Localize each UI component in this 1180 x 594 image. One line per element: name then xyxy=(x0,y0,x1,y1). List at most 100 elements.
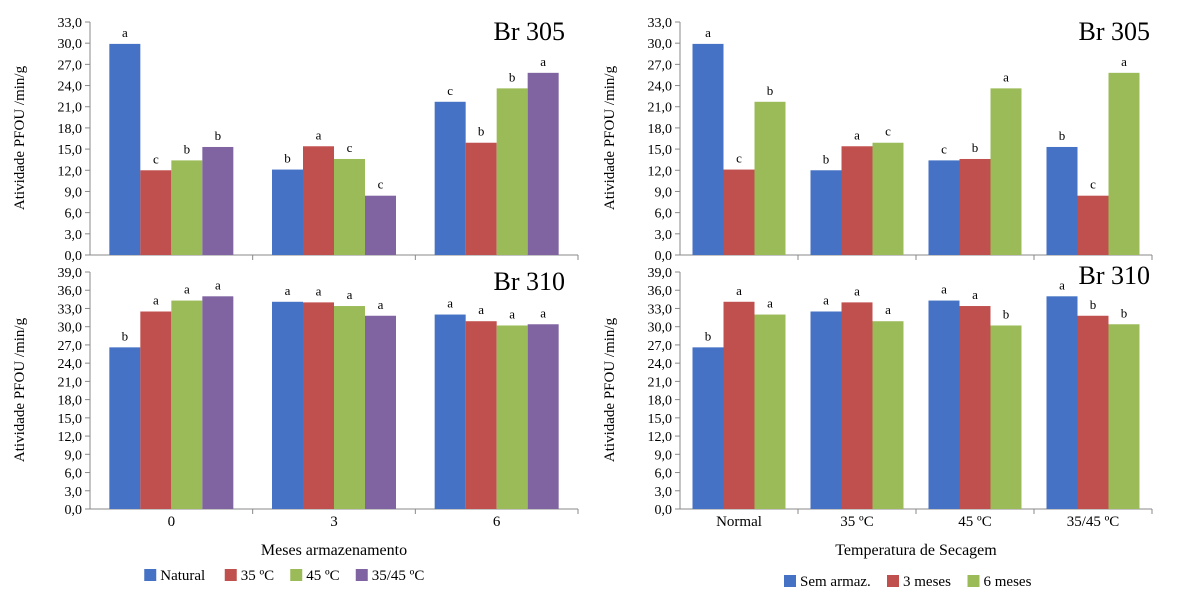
bar xyxy=(1108,72,1140,255)
legend-swatch xyxy=(967,575,980,587)
bar-data-label: c xyxy=(378,177,384,192)
bar xyxy=(990,325,1022,509)
bar xyxy=(303,146,334,255)
bar-data-label: a xyxy=(122,25,128,40)
bar-data-label: a xyxy=(478,302,484,317)
y-tick-label: 30,0 xyxy=(58,37,83,52)
bar-data-label: b xyxy=(478,124,485,139)
y-axis-label: Atividade PFOU /min/g xyxy=(12,65,28,210)
bar xyxy=(692,43,724,255)
bar xyxy=(202,296,234,509)
y-tick-label: 30,0 xyxy=(648,37,673,52)
panel-title: Br 305 xyxy=(1079,17,1151,46)
bar-data-label: c xyxy=(1090,177,1096,192)
y-tick-label: 30,0 xyxy=(648,321,673,336)
y-tick-label: 6,0 xyxy=(655,207,673,222)
bar-data-label: a xyxy=(509,306,515,321)
bar-data-label: b xyxy=(284,151,291,166)
y-tick-label: 27,0 xyxy=(648,339,673,354)
bar xyxy=(527,72,559,255)
bar xyxy=(959,306,991,509)
bar-data-label: a xyxy=(153,293,159,308)
x-tick-label: Normal xyxy=(716,514,762,530)
y-tick-label: 3,0 xyxy=(65,228,83,243)
bar xyxy=(496,325,528,509)
bar xyxy=(1046,296,1078,509)
y-tick-label: 24,0 xyxy=(648,357,673,372)
y-tick-label: 3,0 xyxy=(655,228,673,243)
y-tick-label: 15,0 xyxy=(58,143,83,158)
y-tick-label: 30,0 xyxy=(58,321,83,336)
bar xyxy=(928,300,960,509)
bar-data-label: a xyxy=(316,127,322,142)
bar-data-label: a xyxy=(1059,277,1065,292)
y-tick-label: 12,0 xyxy=(58,164,83,179)
bar xyxy=(1108,324,1140,509)
bar xyxy=(140,311,172,509)
bar-data-label: a xyxy=(1121,54,1127,69)
bar-data-label: a xyxy=(736,283,742,298)
bar-data-label: b xyxy=(972,140,979,155)
y-tick-label: 21,0 xyxy=(58,375,83,390)
bar xyxy=(434,101,466,255)
y-tick-label: 18,0 xyxy=(58,394,83,409)
bar xyxy=(692,347,724,509)
y-tick-label: 9,0 xyxy=(65,185,83,200)
bar xyxy=(527,324,559,509)
y-tick-label: 12,0 xyxy=(58,430,83,445)
bar-data-label: c xyxy=(885,124,891,139)
bar-data-label: a xyxy=(854,283,860,298)
bar xyxy=(171,160,203,255)
bar xyxy=(202,146,234,255)
y-tick-label: 12,0 xyxy=(648,164,673,179)
bar xyxy=(171,300,203,509)
y-tick-label: 24,0 xyxy=(648,80,673,95)
bar xyxy=(872,321,904,509)
y-tick-label: 15,0 xyxy=(58,412,83,427)
bar xyxy=(1046,146,1078,255)
bar-data-label: a xyxy=(1003,69,1009,84)
x-tick-label: 0 xyxy=(168,514,176,530)
legend-label: Natural xyxy=(160,568,205,584)
y-tick-label: 21,0 xyxy=(648,101,673,116)
legend-label: Sem armaz. xyxy=(800,574,871,590)
bar xyxy=(1077,315,1109,509)
bar xyxy=(465,321,497,509)
legend-label: 6 meses xyxy=(984,574,1032,590)
bar xyxy=(841,302,873,509)
y-tick-label: 3,0 xyxy=(65,485,83,500)
bar-data-label: a xyxy=(378,297,384,312)
bar-data-label: b xyxy=(509,69,516,84)
legend-label: 45 ºC xyxy=(306,568,339,584)
legend-swatch xyxy=(144,569,157,581)
bar-data-label: b xyxy=(122,328,129,343)
bar-data-label: a xyxy=(347,287,353,302)
bar xyxy=(959,158,991,255)
x-tick-label: 6 xyxy=(493,514,501,530)
legend-swatch xyxy=(355,569,368,581)
bar-data-label: c xyxy=(736,151,742,166)
bar xyxy=(272,301,303,509)
bar xyxy=(810,311,842,509)
y-tick-label: 24,0 xyxy=(58,80,83,95)
legend-label: 3 meses xyxy=(903,574,951,590)
bar xyxy=(272,169,303,255)
bar xyxy=(990,88,1022,256)
y-axis-label: Atividade PFOU /min/g xyxy=(602,317,618,462)
bar-data-label: a xyxy=(972,287,978,302)
bar-data-label: c xyxy=(153,151,159,166)
y-tick-label: 27,0 xyxy=(58,339,83,354)
x-tick-label: 35/45 ºC xyxy=(1067,514,1120,530)
bar-data-label: a xyxy=(285,283,291,298)
y-tick-label: 12,0 xyxy=(648,430,673,445)
bar xyxy=(334,158,365,255)
bar-data-label: a xyxy=(184,282,190,297)
y-tick-label: 39,0 xyxy=(58,266,83,281)
y-tick-label: 9,0 xyxy=(65,448,83,463)
x-axis-label: Temperatura de Secagem xyxy=(835,542,997,559)
y-tick-label: 9,0 xyxy=(655,185,673,200)
y-tick-label: 27,0 xyxy=(648,58,673,73)
bar-data-label: a xyxy=(316,283,322,298)
bar-data-label: a xyxy=(854,127,860,142)
y-tick-label: 3,0 xyxy=(655,485,673,500)
